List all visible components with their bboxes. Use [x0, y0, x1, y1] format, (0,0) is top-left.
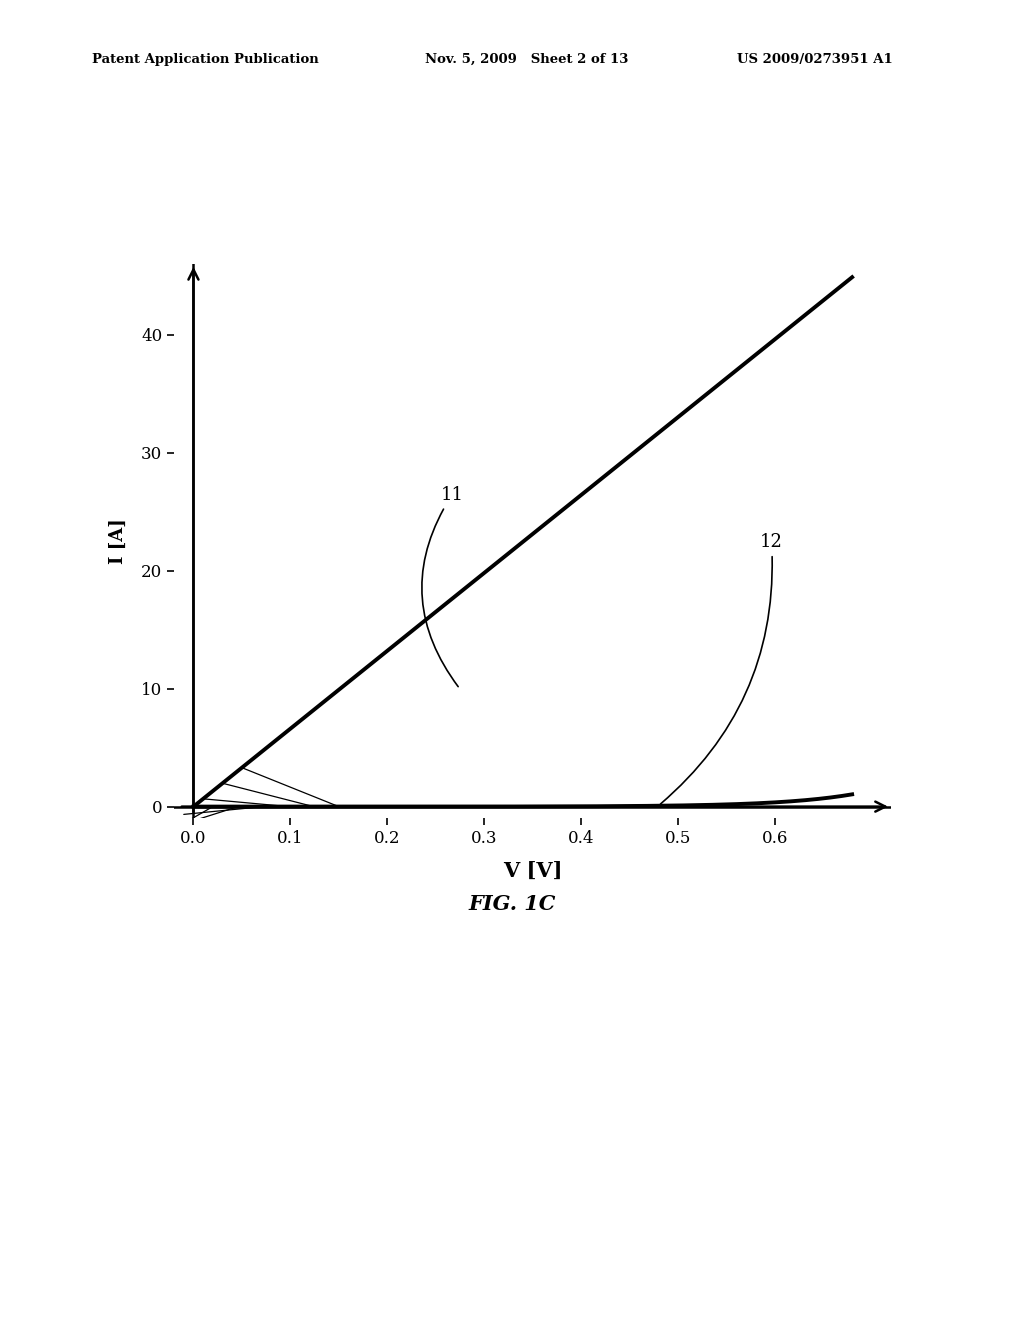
Text: Patent Application Publication: Patent Application Publication: [92, 53, 318, 66]
Text: 12: 12: [660, 533, 783, 804]
Text: FIG. 1C: FIG. 1C: [468, 894, 556, 915]
Text: 11: 11: [422, 486, 464, 686]
Text: US 2009/0273951 A1: US 2009/0273951 A1: [737, 53, 893, 66]
Y-axis label: I [A]: I [A]: [110, 519, 127, 564]
Text: Nov. 5, 2009   Sheet 2 of 13: Nov. 5, 2009 Sheet 2 of 13: [425, 53, 629, 66]
X-axis label: V [V]: V [V]: [503, 861, 562, 880]
